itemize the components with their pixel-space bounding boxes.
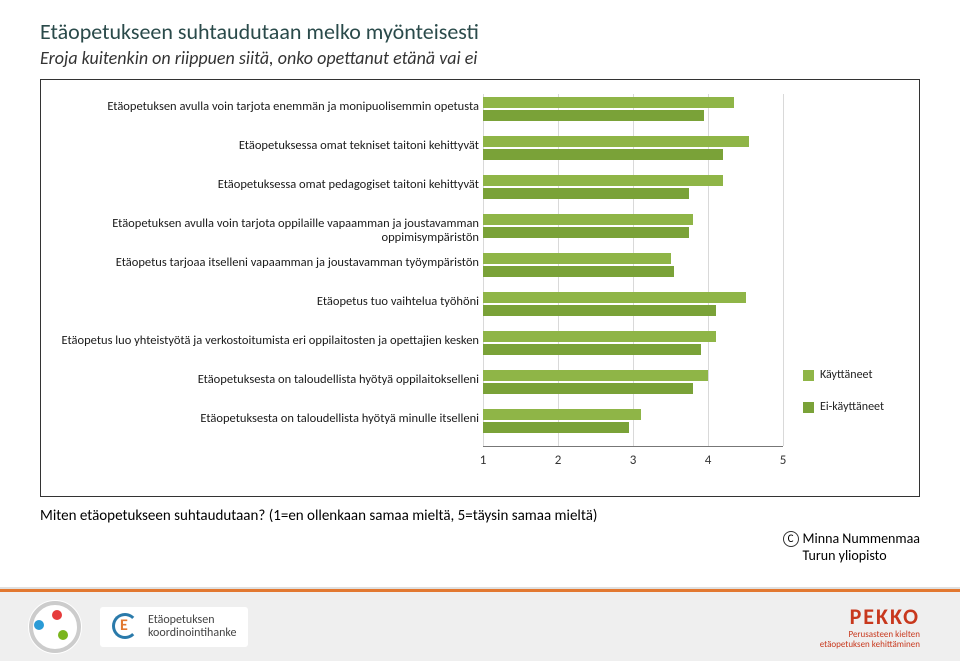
slide-subtitle: Eroja kuitenkin on riippuen siitä, onko … — [40, 47, 920, 69]
x-tick-label: 5 — [780, 453, 787, 468]
bar-notused — [483, 110, 704, 121]
eta-logo-line2: koordinointihanke — [148, 627, 236, 640]
eta-logo-line1: Etäopetuksen — [148, 614, 236, 627]
etaopetus-logo-icon: E — [112, 613, 140, 641]
x-tick-label: 2 — [555, 453, 562, 468]
bar-used — [483, 253, 671, 264]
bar-used — [483, 175, 723, 186]
bar-label: Etäopetus tarjoaa itselleni vapaamman ja… — [41, 256, 479, 270]
copyright-icon: C — [783, 531, 799, 547]
bar-used — [483, 292, 746, 303]
bar-label: Etäopetuksen avulla voin tarjota enemmän… — [41, 100, 479, 114]
bar-used — [483, 136, 749, 147]
bar-label: Etäopetuksesta on taloudellista hyötyä o… — [41, 373, 479, 387]
credit-name: Minna Nummenmaa — [803, 530, 920, 547]
bar-notused — [483, 383, 693, 394]
bar-used — [483, 214, 693, 225]
legend-swatch — [803, 402, 814, 413]
bar-used — [483, 370, 708, 381]
legend-label: Käyttäneet — [820, 368, 872, 382]
oph-logo-icon — [28, 600, 82, 654]
bar-notused — [483, 188, 689, 199]
bar-label: Etäopetus tuo vaihtelua työhöni — [41, 295, 479, 309]
etaopetus-logo: E Etäopetuksen koordinointihanke — [100, 607, 248, 647]
x-axis: 12345 — [483, 446, 783, 447]
bar-label: Etäopetuksessa omat pedagogiset taitoni … — [41, 178, 479, 192]
bar-used — [483, 331, 716, 342]
bar-label: Etäopetuksesta on taloudellista hyötyä m… — [41, 412, 479, 426]
bar-notused — [483, 227, 689, 238]
legend-item: Käyttäneet — [803, 368, 899, 382]
y-axis-labels: Etäopetuksen avulla voin tarjota enemmän… — [41, 94, 479, 446]
bar-label: Etäopetuksessa omat tekniset taitoni keh… — [41, 139, 479, 153]
bar-notused — [483, 149, 723, 160]
x-tick-label: 1 — [480, 453, 487, 468]
pekko-title: PEKKO — [820, 603, 920, 630]
legend-label: Ei-käyttäneet — [820, 400, 884, 414]
gridline — [783, 94, 784, 446]
bar-used — [483, 409, 641, 420]
x-tick-label: 4 — [705, 453, 712, 468]
bar-notused — [483, 422, 629, 433]
bar-notused — [483, 344, 701, 355]
bar-notused — [483, 266, 674, 277]
credit-block: C Minna Nummenmaa Turun yliopisto — [783, 530, 920, 564]
plot-area — [483, 94, 783, 446]
footer: E Etäopetuksen koordinointihanke PEKKO P… — [0, 587, 960, 661]
bar-used — [483, 97, 734, 108]
bar-notused — [483, 305, 716, 316]
pekko-sub2: etäopetuksen kehittäminen — [820, 640, 920, 650]
slide-title: Etäopetukseen suhtaudutaan melko myöntei… — [40, 18, 920, 45]
chart-caption: Miten etäopetukseen suhtaudutaan? (1=en … — [40, 507, 597, 525]
legend: Käyttäneet Ei-käyttäneet — [803, 368, 899, 432]
pekko-logo: PEKKO Perusasteen kielten etäopetuksen k… — [820, 603, 920, 650]
legend-item: Ei-käyttäneet — [803, 400, 899, 414]
credit-org: Turun yliopisto — [803, 547, 920, 564]
bar-label: Etäopetuksen avulla voin tarjota oppilai… — [41, 217, 479, 245]
legend-swatch — [803, 370, 814, 381]
x-tick-label: 3 — [630, 453, 637, 468]
chart-container: Etäopetuksen avulla voin tarjota enemmän… — [40, 79, 920, 497]
bar-label: Etäopetus luo yhteistyötä ja verkostoitu… — [41, 334, 479, 348]
